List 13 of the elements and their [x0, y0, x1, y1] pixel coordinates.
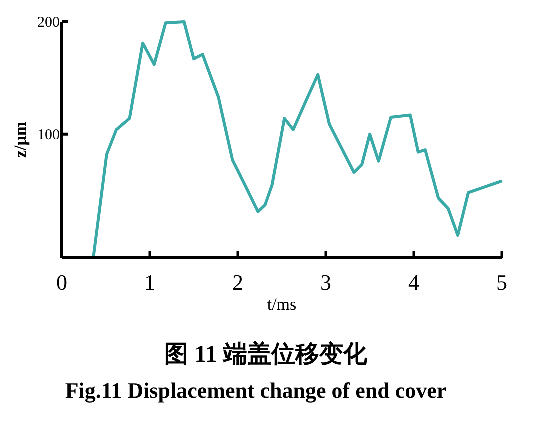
x-tick-label: 1 [144, 270, 156, 295]
x-tick-label: 5 [496, 270, 508, 295]
x-tick-label: 4 [408, 270, 420, 295]
y-axis-title: z/μm [11, 122, 30, 158]
line-series [92, 20, 503, 258]
x-axis-title: t/ms [267, 295, 297, 314]
y-tick-label: 200 [38, 15, 60, 31]
y-tick-label: 100 [38, 127, 60, 144]
x-tick-label: 2 [232, 270, 244, 295]
x-tick-label: 0 [56, 270, 68, 295]
text: Fig.11 Displacement change of end cover [65, 378, 447, 403]
x-tick-label: 3 [320, 270, 332, 295]
text: 图 11 端盖位移变化 [164, 340, 368, 368]
